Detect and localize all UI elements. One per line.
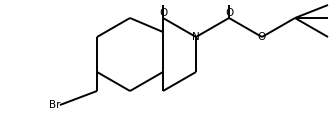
Text: O: O bbox=[225, 8, 233, 18]
Text: O: O bbox=[258, 32, 266, 42]
Text: Br: Br bbox=[49, 100, 60, 110]
Text: N: N bbox=[192, 32, 200, 42]
Text: O: O bbox=[159, 8, 167, 18]
